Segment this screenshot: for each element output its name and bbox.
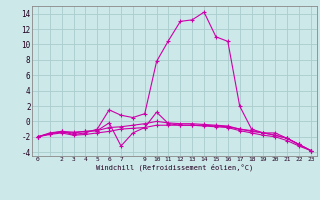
X-axis label: Windchill (Refroidissement éolien,°C): Windchill (Refroidissement éolien,°C) [96, 164, 253, 171]
